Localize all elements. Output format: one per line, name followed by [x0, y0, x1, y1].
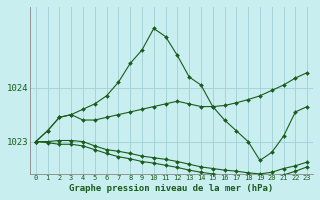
X-axis label: Graphe pression niveau de la mer (hPa): Graphe pression niveau de la mer (hPa) [69, 184, 274, 193]
